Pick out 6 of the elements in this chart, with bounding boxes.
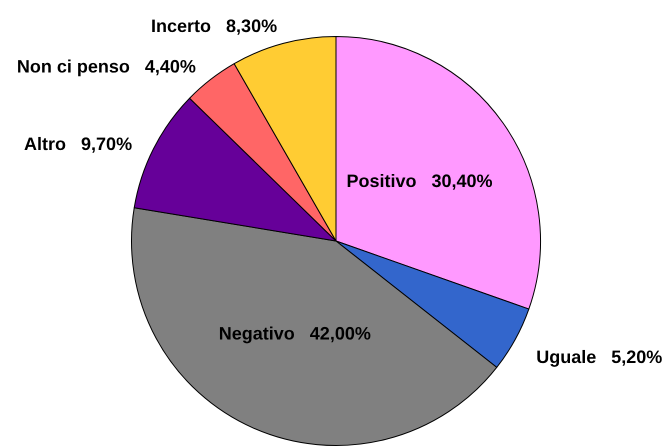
slice-label: Negativo 42,00% [218,324,371,344]
slice-label: Altro 9,70% [24,134,132,154]
slice-label: Positivo 30,40% [346,170,493,191]
slice-label: Uguale 5,20% [536,347,662,368]
slice-label: Incerto 8,30% [151,16,278,36]
slice-label: Non ci penso 4,40% [16,56,196,76]
